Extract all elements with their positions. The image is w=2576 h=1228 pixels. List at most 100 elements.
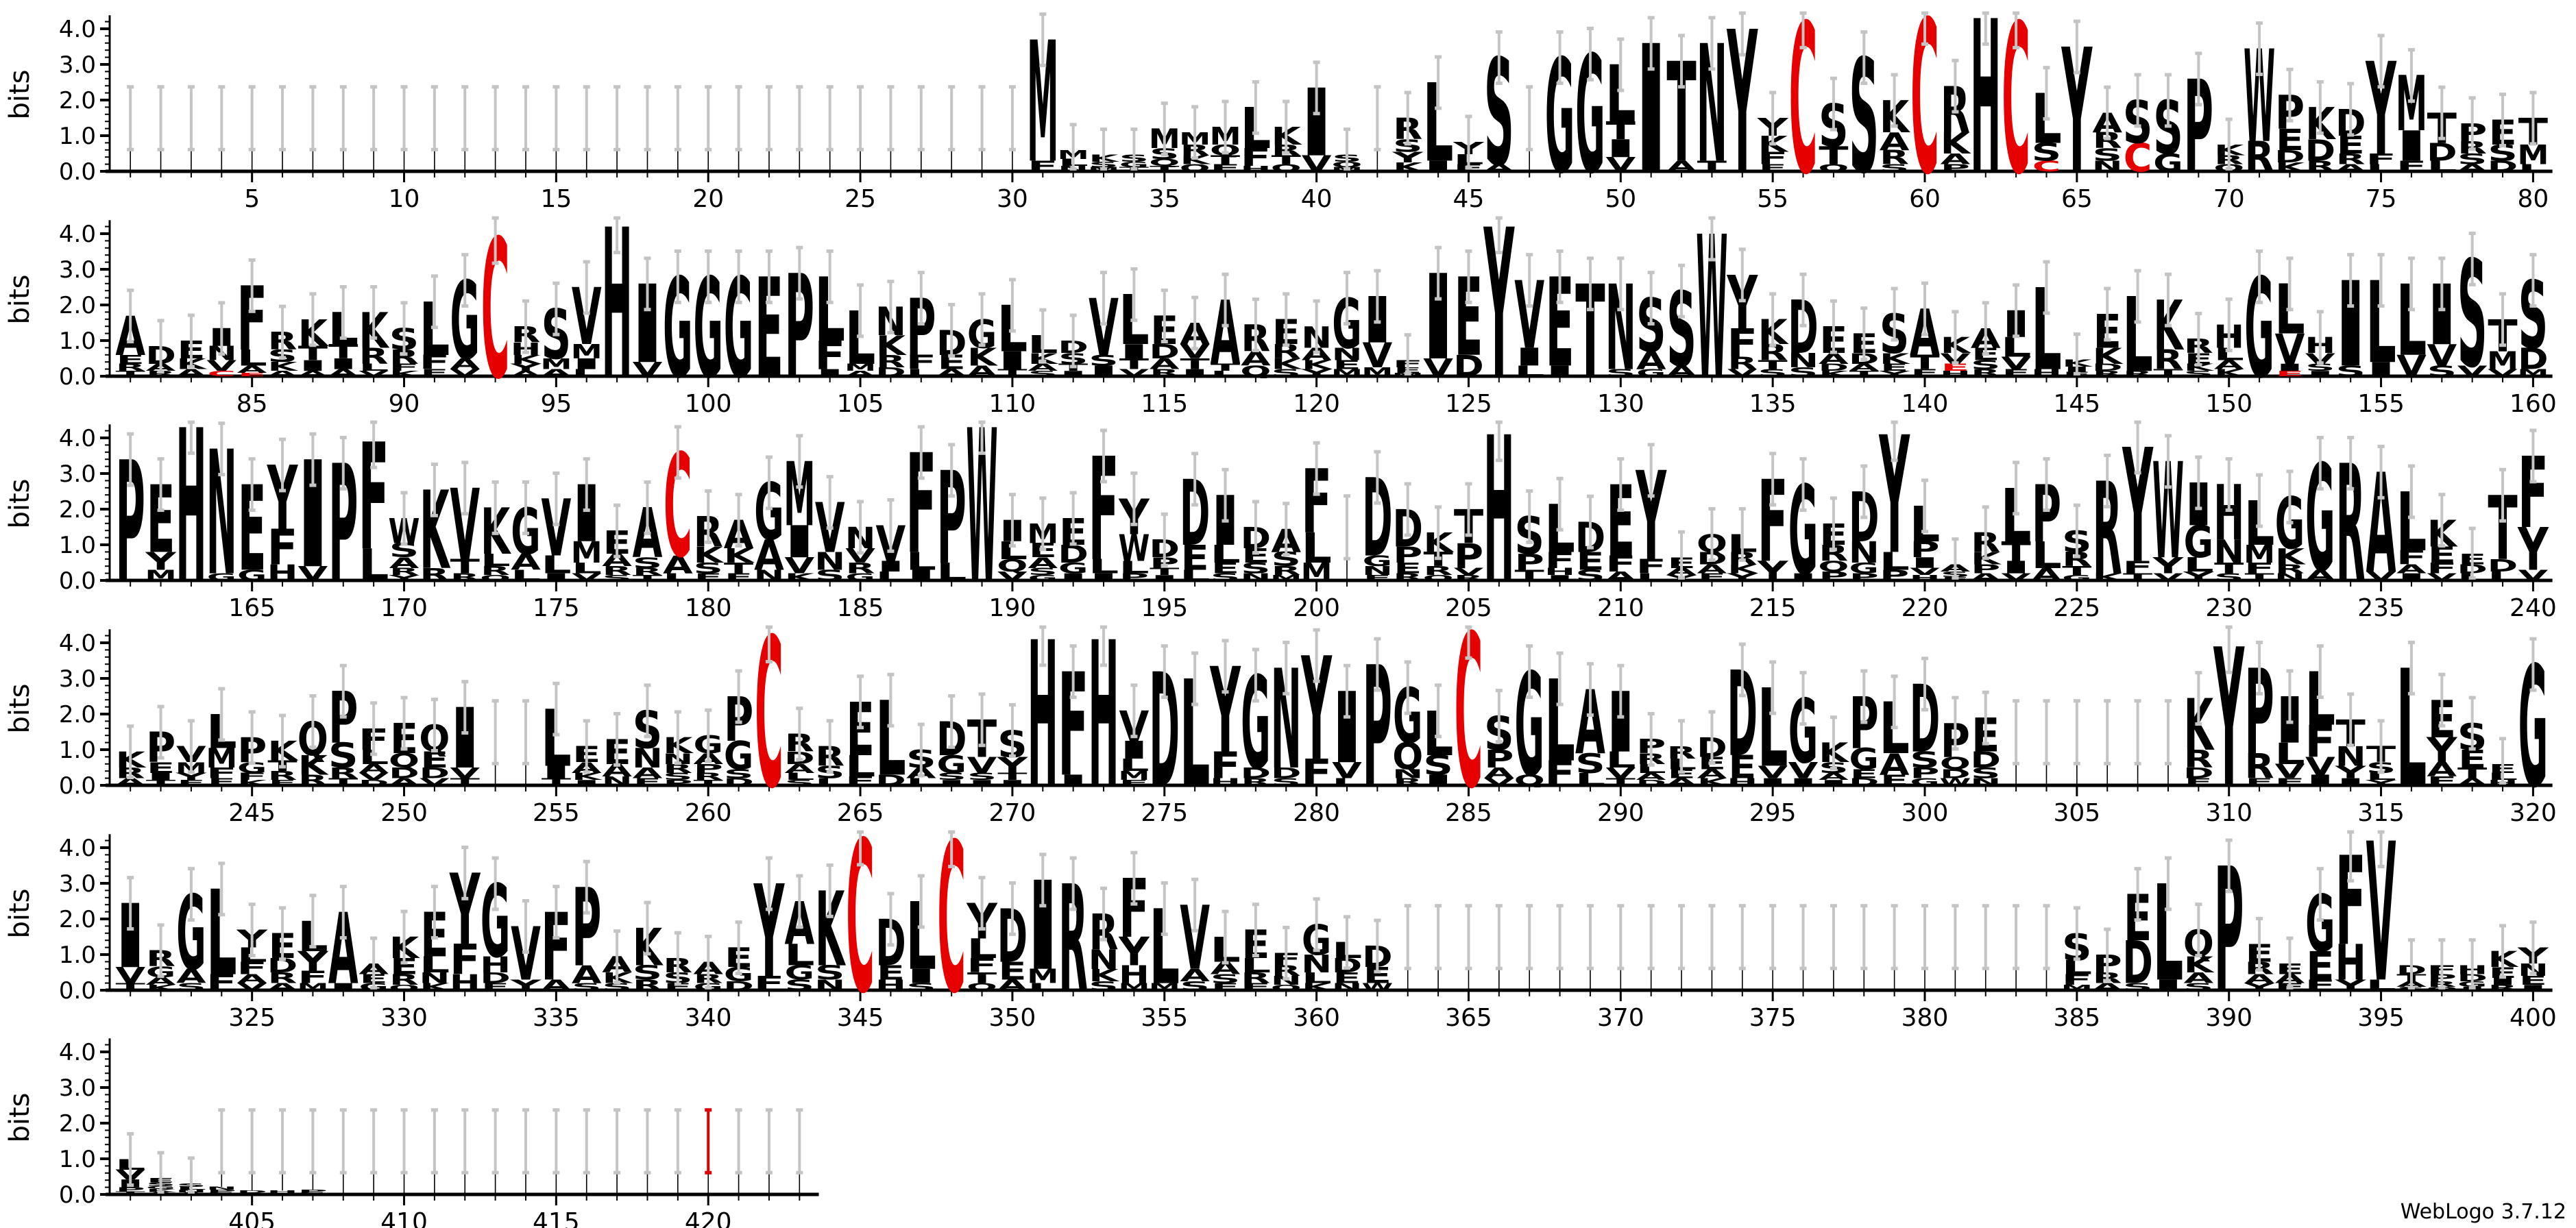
logo-letter: Q [389, 750, 420, 772]
logo-letter: L [1575, 770, 1606, 789]
logo-letter: A [754, 532, 784, 580]
logo-row-2: 0.01.02.03.04.0bitsTREARADAKECVNI85EALFA… [4, 186, 2557, 426]
logo-letter: A [2305, 567, 2335, 584]
error-bar-cap-bottom [2104, 136, 2111, 140]
logo-letter: A [1941, 151, 1971, 168]
logo-letter: W [1361, 981, 1393, 992]
logo-letter: A [2214, 358, 2245, 372]
error-bar-cap-bottom [1343, 966, 1350, 970]
error-bar-cap-top [2256, 916, 2263, 920]
x-tick-label: 135 [1749, 390, 1797, 418]
logo-letter: T [694, 778, 723, 787]
error-bar-cap-top [1799, 671, 1807, 675]
error-bar-cap-bottom [674, 476, 681, 480]
logo-letter: M [2517, 367, 2549, 379]
logo-letter: K [267, 360, 299, 374]
error-bar-cap-top [705, 1108, 712, 1112]
y-tick-label: 0.0 [59, 567, 96, 595]
error-bar-cap-top [1191, 651, 1199, 655]
logo-letter: G [207, 572, 236, 583]
logo-letter: A [1697, 562, 1728, 576]
error-bar-cap-bottom [2468, 576, 2476, 580]
logo-letter: M [1027, 966, 1058, 988]
error-bar-cap-bottom [1952, 361, 1959, 365]
logo-letter: A [997, 977, 1028, 994]
error-bar-cap-bottom [370, 336, 378, 340]
error-bar-cap-bottom [2164, 761, 2172, 765]
error-bar-cap-bottom [2073, 761, 2080, 765]
logo-letter: S [206, 1192, 236, 1195]
error-bar-cap-top [1039, 496, 1047, 500]
error-bar-cap-bottom [279, 957, 287, 961]
error-bar-cap-bottom [157, 974, 165, 979]
error-bar-cap-bottom [1769, 142, 1777, 146]
logo-letter: I [964, 778, 999, 787]
error-bar-cap-top [400, 301, 408, 305]
logo-letter: R [2245, 133, 2274, 182]
logo-letter: M [1149, 981, 1180, 993]
logo-letter: S [784, 778, 814, 787]
logo-letter: A [1666, 158, 1697, 175]
x-tick-label: 165 [228, 594, 276, 622]
error-bar-cap-bottom [491, 1170, 499, 1175]
error-bar-cap-top [400, 1108, 408, 1112]
error-bar-cap-bottom [2013, 761, 2020, 765]
x-tick-label: 110 [989, 390, 1036, 418]
logo-letter: R [633, 566, 662, 578]
logo-letter: Y [1878, 369, 1910, 378]
error-bar-cap-top [400, 85, 408, 89]
error-bar-cap-top [2164, 856, 2172, 860]
error-bar-cap-bottom [1069, 696, 1077, 700]
error-bar-cap-top [2104, 699, 2111, 703]
x-tick-label: 385 [2054, 1004, 2101, 1032]
logo-letter: I [1117, 736, 1152, 765]
x-tick-label: 400 [2510, 1004, 2557, 1032]
error-bar-cap-top [1435, 904, 1442, 908]
y-tick-label: 1.0 [59, 328, 96, 355]
error-bar-cap-top [1860, 904, 1868, 908]
error-bar-cap-bottom [1769, 711, 1777, 715]
logo-letter: S [1028, 566, 1058, 578]
logo-letter: R [2305, 158, 2335, 175]
logo-letter: L [420, 952, 450, 978]
logo-letter: Q [1392, 735, 1423, 778]
error-bar-cap-bottom [705, 540, 712, 544]
error-bar-cap-top [187, 313, 195, 317]
error-bar-cap-bottom [1313, 948, 1320, 953]
logo-letter: P [1941, 162, 1970, 174]
error-bar-cap-top [613, 85, 621, 89]
error-bar-cap-bottom [857, 334, 864, 339]
logo-letter: F [1605, 552, 1636, 577]
logo-letter: R [1241, 970, 1270, 987]
logo-letter: L [2031, 534, 2062, 577]
logo-letter: A [936, 367, 967, 379]
error-bar-cap-top [339, 284, 347, 288]
logo-letter: I [539, 763, 574, 783]
x-tick-label: 275 [1141, 799, 1188, 827]
error-bar-cap-bottom [1008, 932, 1016, 936]
error-bar-cap-top [705, 708, 712, 712]
error-bar-cap-bottom [2225, 349, 2233, 353]
logo-letter: Q [1818, 558, 1849, 575]
logo-letter: V [2457, 363, 2488, 380]
error-bar-cap-bottom [796, 925, 803, 929]
logo-letter: P [116, 1186, 145, 1193]
error-bar-cap-bottom [187, 918, 195, 922]
logo-letter: N [602, 774, 633, 789]
logo-letter: F [267, 519, 298, 576]
logo-letter: K [1697, 776, 1728, 788]
error-bar-cap-bottom [1617, 715, 1625, 719]
error-bar-cap-top [552, 885, 560, 889]
error-bar-cap-top [1921, 478, 1929, 482]
error-bar-cap-bottom [370, 465, 378, 469]
error-bar-cap-top [2316, 79, 2324, 84]
logo-letter: L [511, 567, 542, 585]
logo-letter: E [1728, 749, 1756, 786]
logo-letter: Y [2517, 515, 2549, 584]
error-bar-cap-top [583, 859, 590, 863]
error-bar-cap-bottom [430, 749, 438, 753]
logo-letter: Q [1818, 162, 1849, 174]
logo-letter: R [268, 970, 297, 987]
x-tick-label: 215 [1749, 594, 1797, 622]
error-bar-cap-bottom [157, 1190, 165, 1194]
